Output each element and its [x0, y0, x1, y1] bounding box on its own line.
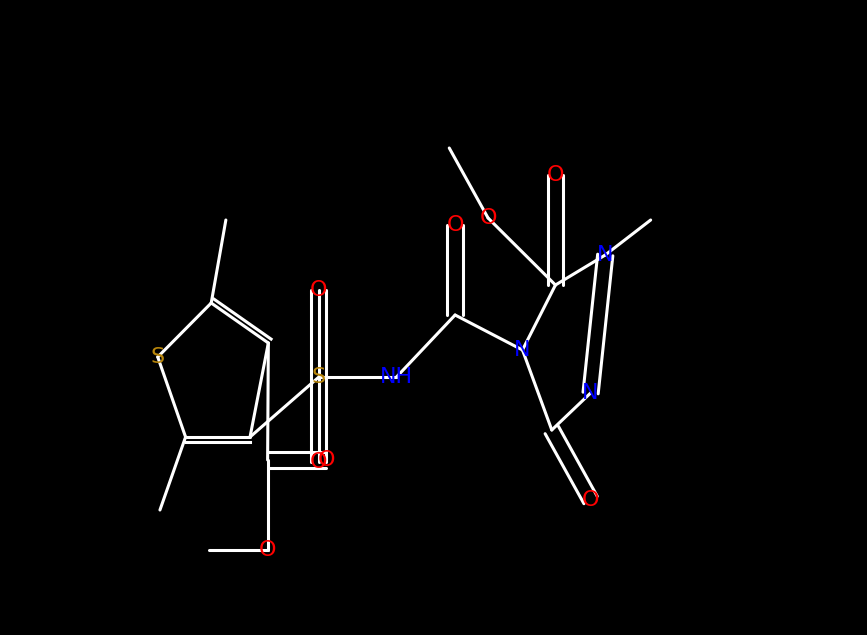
Text: O: O	[310, 280, 328, 300]
Text: O: O	[582, 490, 599, 510]
Text: O: O	[317, 450, 335, 470]
Text: N: N	[514, 340, 531, 360]
Text: O: O	[447, 215, 464, 235]
Text: N: N	[583, 383, 599, 403]
Text: O: O	[547, 165, 564, 185]
Text: S: S	[151, 347, 165, 367]
Text: O: O	[310, 452, 328, 472]
Text: NH: NH	[380, 367, 413, 387]
Text: N: N	[597, 245, 614, 265]
Text: S: S	[312, 367, 326, 387]
Text: O: O	[259, 540, 277, 560]
Text: O: O	[479, 208, 497, 228]
